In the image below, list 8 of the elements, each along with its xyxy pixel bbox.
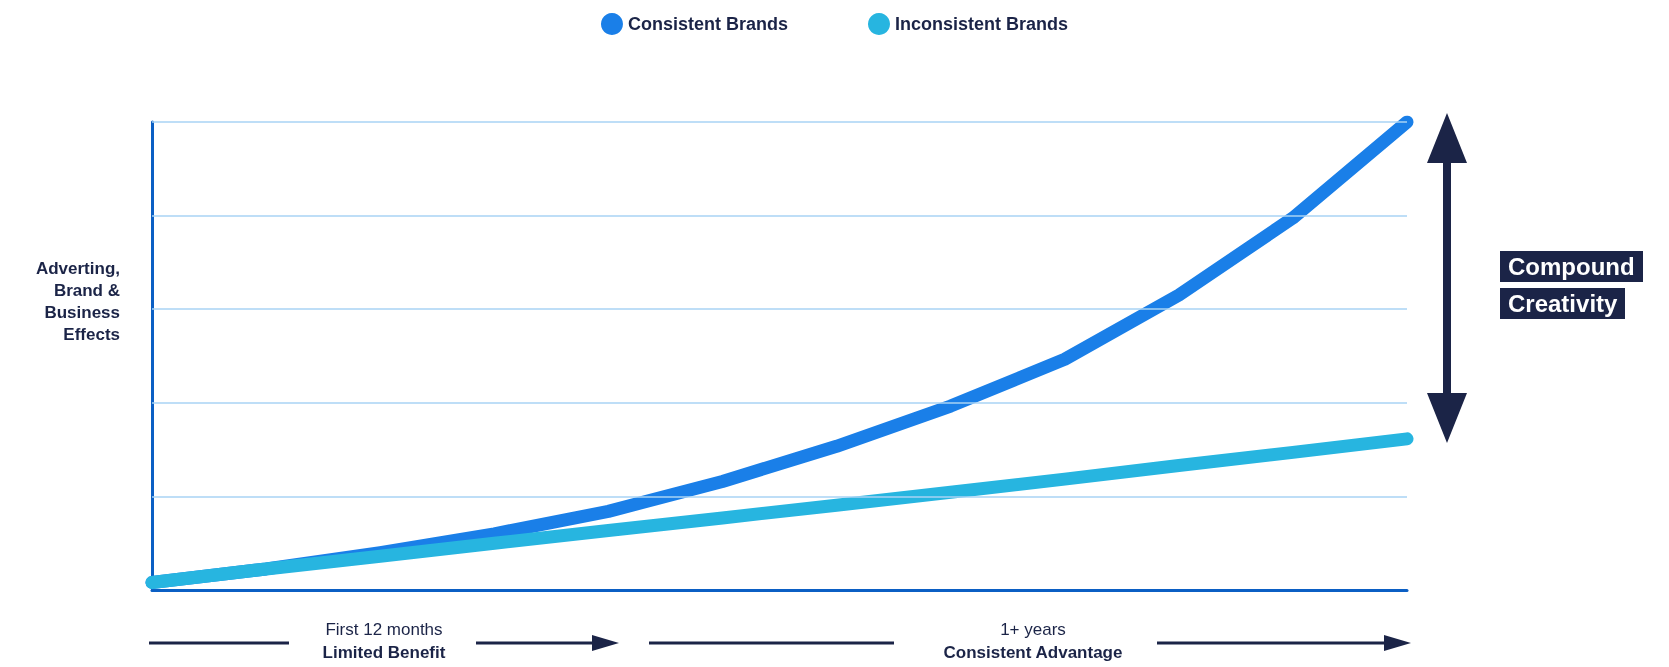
text: Consistent Advantage bbox=[942, 643, 1124, 663]
text: Limited Benefit bbox=[321, 643, 447, 663]
text: Compound Creativity bbox=[1500, 251, 1643, 319]
y-axis-title: Adverting, Brand & Business Effects bbox=[34, 258, 120, 347]
legend-label: Inconsistent Brands bbox=[895, 14, 1069, 34]
legend-label: Consistent Brands bbox=[627, 14, 788, 34]
text: First 12 months bbox=[324, 620, 444, 640]
text: 1+ years bbox=[999, 620, 1067, 640]
